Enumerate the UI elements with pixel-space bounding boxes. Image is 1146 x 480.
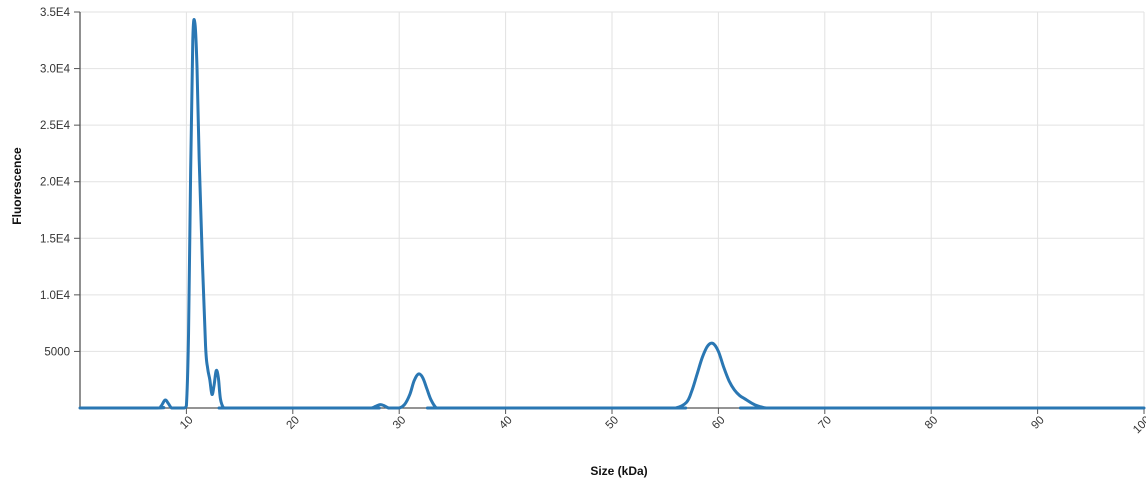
- x-tick-label: 40: [497, 414, 515, 432]
- y-tick-label: 2.0E4: [40, 177, 71, 189]
- y-tick-label: 3.0E4: [40, 64, 71, 76]
- grid: [80, 11, 1145, 408]
- series-layer: [78, 17, 1146, 410]
- x-tick-label: 60: [710, 414, 728, 432]
- x-tick-label: 50: [604, 414, 622, 432]
- x-tick-label: 100: [1131, 414, 1146, 436]
- axes: [74, 11, 1145, 414]
- x-tick-label: 10: [178, 414, 196, 432]
- y-tick-label: 5000: [44, 346, 70, 358]
- y-tick-label: 1.5E4: [40, 233, 71, 245]
- y-tick-label: 1.0E4: [40, 290, 71, 302]
- tick-labels: 10 20 30 40 50 60 70 80 90 100 5000 1.0E4 1.5E4 2.0E4…: [40, 7, 1146, 436]
- x-tick-label: 30: [391, 414, 409, 432]
- series-line: [78, 17, 1146, 410]
- y-tick-label: 2.5E4: [40, 120, 71, 132]
- x-tick-label: 80: [923, 414, 941, 432]
- x-axis-title: Size (kDa): [590, 464, 647, 478]
- y-axis-title: Fluorescence: [10, 147, 24, 225]
- x-tick-label: 20: [284, 414, 302, 432]
- x-tick-label: 70: [816, 414, 834, 432]
- x-tick-label: 90: [1029, 414, 1047, 432]
- y-tick-label: 3.5E4: [40, 7, 71, 19]
